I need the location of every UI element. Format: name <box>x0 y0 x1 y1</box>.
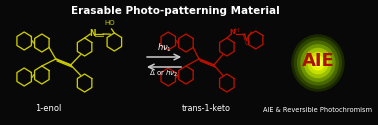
Text: O: O <box>245 40 250 46</box>
Text: $\Delta$ or $h\nu_2$: $\Delta$ or $h\nu_2$ <box>149 69 179 79</box>
Circle shape <box>304 48 332 78</box>
Circle shape <box>297 41 338 85</box>
Circle shape <box>292 35 344 91</box>
Circle shape <box>301 45 335 81</box>
Circle shape <box>314 59 321 67</box>
Text: $h\nu_1$: $h\nu_1$ <box>156 42 172 54</box>
Circle shape <box>308 52 328 74</box>
Text: N: N <box>89 29 95 38</box>
Text: N: N <box>229 30 235 36</box>
Text: AIE & Reversible Photochromism: AIE & Reversible Photochromism <box>263 107 372 113</box>
Text: AIE: AIE <box>302 52 334 70</box>
Circle shape <box>311 56 324 70</box>
Text: 1-enol: 1-enol <box>35 104 62 113</box>
Text: Erasable Photo-patterning Material: Erasable Photo-patterning Material <box>71 6 280 16</box>
Text: HO: HO <box>104 20 115 26</box>
FancyBboxPatch shape <box>0 0 353 125</box>
Circle shape <box>294 38 341 88</box>
Text: trans-1-keto: trans-1-keto <box>182 104 231 113</box>
Text: H: H <box>234 28 238 33</box>
